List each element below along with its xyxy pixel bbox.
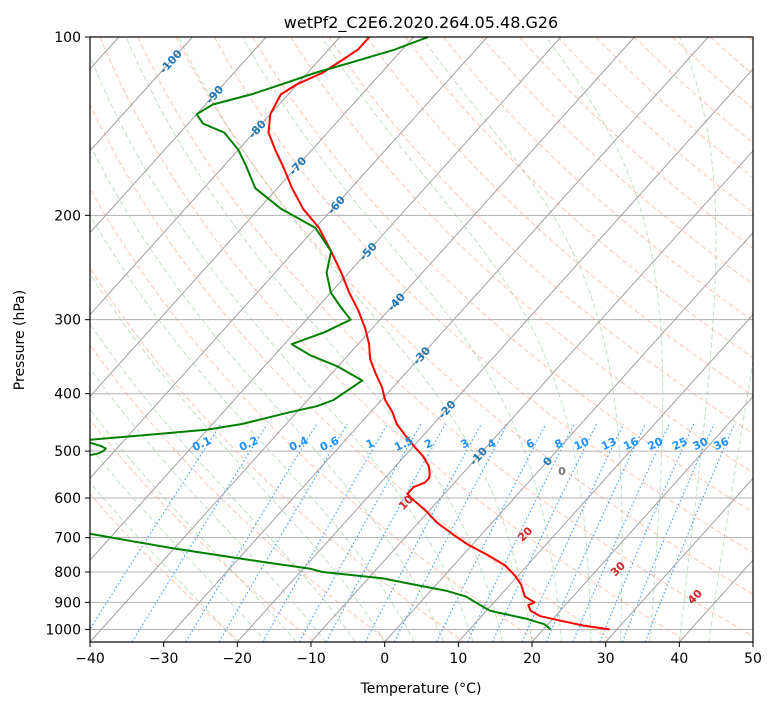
x-tick-label: 0 xyxy=(380,651,389,667)
x-tick-label: 10 xyxy=(449,651,467,667)
y-tick-label: 200 xyxy=(54,208,81,224)
y-tick-label: 400 xyxy=(54,387,81,403)
x-tick-label: −30 xyxy=(149,651,179,667)
x-tick-label: −20 xyxy=(223,651,253,667)
y-tick-label: 300 xyxy=(54,313,81,329)
x-tick-label: −40 xyxy=(75,651,105,667)
x-tick-label: 30 xyxy=(597,651,615,667)
chart-title: wetPf2_C2E6.2020.264.05.48.G26 xyxy=(284,13,558,33)
y-tick-label: 700 xyxy=(54,531,81,547)
x-axis-title: Temperature (°C) xyxy=(360,681,482,697)
y-tick-label: 100 xyxy=(54,30,81,46)
x-tick-label: 50 xyxy=(744,651,762,667)
y-tick-label: 900 xyxy=(54,595,81,611)
y-tick-label: 800 xyxy=(54,565,81,581)
x-tick-label: 20 xyxy=(523,651,541,667)
y-tick-label: 500 xyxy=(54,444,81,460)
y-axis-title: Pressure (hPa) xyxy=(12,290,28,390)
x-tick-label: −10 xyxy=(296,651,326,667)
y-tick-label: 600 xyxy=(54,491,81,507)
y-tick-label: 1000 xyxy=(45,622,81,638)
dry-adiabat-label: 0 xyxy=(558,465,566,478)
x-tick-label: 40 xyxy=(670,651,688,667)
